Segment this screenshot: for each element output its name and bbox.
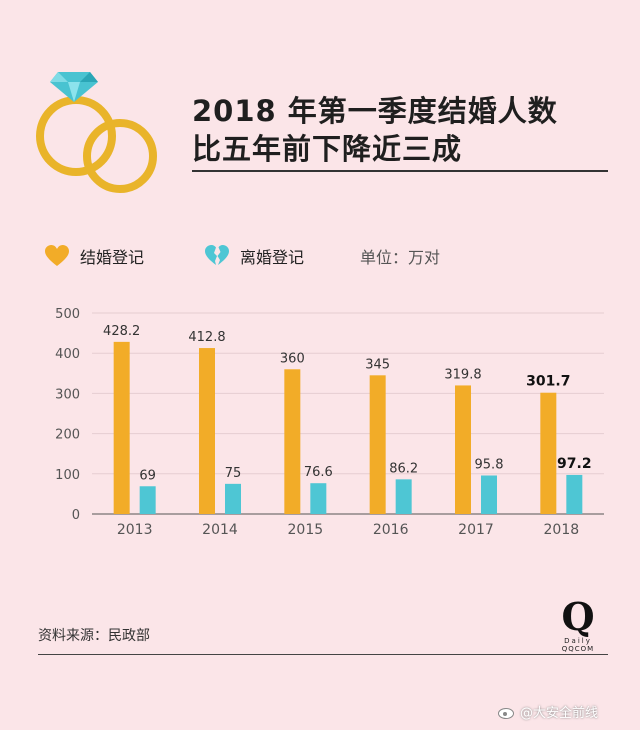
footer-divider [38,654,608,655]
bar-marriage [199,348,215,514]
data-label: 95.8 [475,457,504,472]
x-tick-label: 2016 [373,522,409,538]
data-label: 301.7 [526,374,570,390]
bar-marriage [284,369,301,514]
bar-marriage [369,375,386,514]
chart-title-line2: 比五年前下降近三成 [192,132,463,166]
bar-chart: 0 100 200 300 400 500 428.2 69 2013 412.8 75 2014 36… [55,307,604,538]
brand-line2: QQCOM [561,645,595,653]
bar-marriage [540,392,557,514]
data-label: 319.8 [444,367,481,382]
bar-divorce [481,475,497,514]
broken-heart-icon [205,245,229,265]
y-tick-label: 300 [55,387,80,402]
x-tick-label: 2018 [544,522,580,538]
x-tick-label: 2014 [202,522,238,538]
data-label: 345 [365,357,390,372]
title-divider [192,170,608,172]
bar-divorce [310,483,327,514]
heart-icon [45,245,69,266]
x-tick-label: 2013 [117,522,153,538]
legend-label-marriage: 结婚登记 [80,248,145,267]
y-tick-label: 400 [55,347,80,362]
legend-label-divorce: 离婚登记 [240,248,305,267]
data-label: 412.8 [188,330,225,345]
data-label: 360 [280,351,305,366]
source-note: 资料来源：民政部 [38,628,150,644]
brand-logo: Q Daily QQCOM [548,594,608,654]
data-label: 428.2 [103,324,140,339]
x-tick-label: 2017 [458,522,494,538]
bar-marriage [113,341,130,514]
bar-marriage [455,385,471,514]
y-tick-label: 0 [72,508,80,523]
legend-item-marriage: 结婚登记 [44,243,144,269]
ring-icon [36,72,157,193]
y-tick-label: 100 [55,468,80,483]
data-label: 75 [225,466,242,481]
bar-divorce [139,486,156,514]
unit-label: 单位：万对 [360,248,441,267]
data-label: 86.2 [389,461,418,476]
data-label: 76.6 [304,465,333,480]
bar-divorce [395,479,412,514]
brand-line1: Daily [564,637,592,645]
bar-divorce [225,483,241,514]
bar-divorce [566,474,583,514]
legend-item-divorce: 离婚登记 [204,243,304,269]
y-tick-label: 500 [55,307,80,322]
data-label: 97.2 [557,456,592,472]
brand-letter: Q [561,594,595,639]
weibo-icon [498,707,514,719]
watermark: @大安全前线 [498,702,598,721]
y-tick-label: 200 [55,428,80,443]
watermark-text: @大安全前线 [520,706,599,721]
x-tick-label: 2015 [288,522,324,538]
data-label: 69 [139,468,156,483]
chart-title-line1: 2018 年第一季度结婚人数 [192,94,558,128]
